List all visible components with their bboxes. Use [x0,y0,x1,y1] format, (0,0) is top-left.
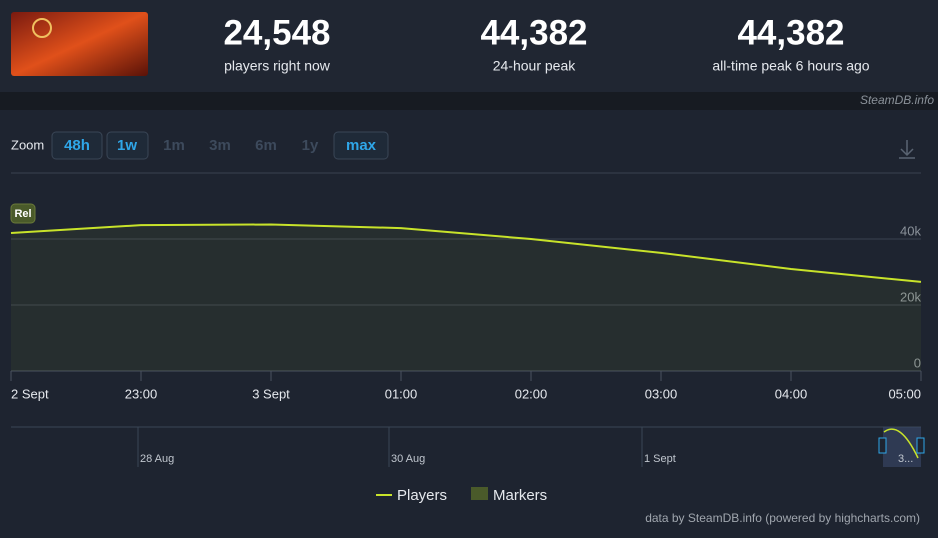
navigator-line [883,428,919,459]
marker-label: Rel [14,208,31,220]
legend-label: Markers [493,487,547,504]
zoom-button[interactable]: 48h [64,137,90,154]
source-link[interactable]: SteamDB.info [860,93,934,107]
x-tick-label: 23:00 [125,386,158,401]
zoom-button[interactable]: 1w [117,137,137,154]
area-fill [11,224,921,371]
zoom-button[interactable]: 6m [255,137,277,154]
marker-flag [10,203,36,224]
x-tick-label: 05:00 [888,386,921,401]
stat-label: players right now [224,58,331,74]
game-logo [32,18,52,38]
y-tick-label: 20k [900,289,921,304]
navigator-handle[interactable] [916,437,925,454]
x-tick-label: 01:00 [385,386,418,401]
zoom-button-bg [51,131,103,160]
x-tick-label: 3 Sept [252,386,290,401]
y-tick-label: 0 [914,355,921,370]
game-image[interactable] [11,12,148,76]
download-icon[interactable] [899,140,915,159]
stat-value: 24,548 [223,13,330,52]
x-tick-label: 04:00 [775,386,808,401]
zoom-button[interactable]: 1m [163,137,185,154]
zoom-button[interactable]: 3m [209,137,231,154]
y-tick-label: 40k [900,223,921,238]
x-tick-label: 02:00 [515,386,548,401]
zoom-button[interactable]: max [346,137,377,154]
navigator-handle[interactable] [878,437,887,454]
stat-label: 24-hour peak [493,58,577,74]
zoom-button-bg [106,131,149,160]
legend-label: Players [397,487,447,504]
stat-value: 44,382 [737,13,844,52]
x-tick-label: 03:00 [645,386,678,401]
zoom-label: Zoom [11,137,44,152]
stat-value: 44,382 [480,13,587,52]
navigator-label: 30 Aug [391,453,425,465]
credit[interactable]: data by SteamDB.info (powered by highcha… [645,511,920,525]
navigator-label: 1 Sept [644,453,676,465]
navigator-label: 3... [898,453,913,465]
x-tick-label: 2 Sept [11,386,49,401]
source-band [0,92,938,110]
zoom-button-bg [333,131,389,160]
navigator-label: 28 Aug [140,453,174,465]
zoom-button[interactable]: 1y [302,137,319,154]
header-bg [0,0,938,92]
stat-label: all-time peak 6 hours ago [712,58,869,74]
series-line [10,223,922,283]
legend-swatch [471,487,488,500]
